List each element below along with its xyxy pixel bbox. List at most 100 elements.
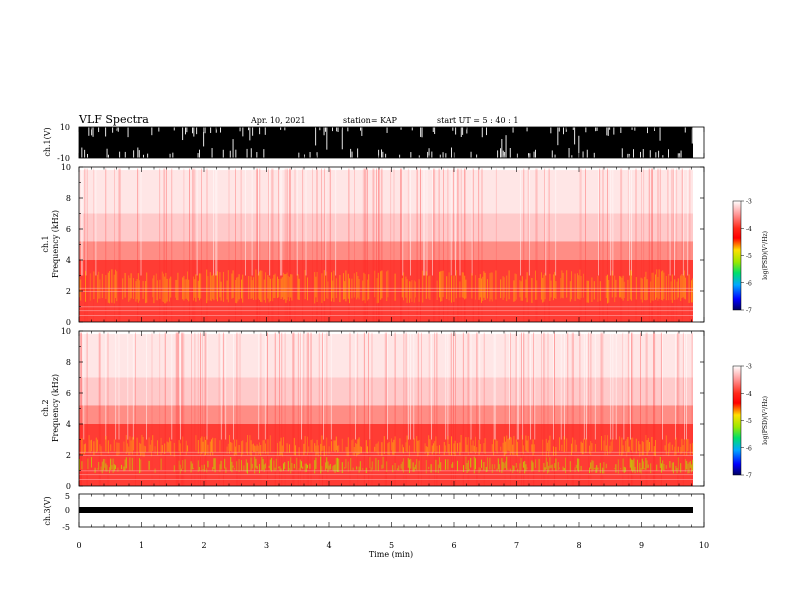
spectrogram-streak (401, 168, 403, 322)
spectrogram-energy (671, 462, 673, 472)
spectrogram-energy (295, 445, 296, 456)
spectrogram-energy (381, 270, 383, 299)
spectrogram-streak (367, 168, 368, 322)
spectrogram-energy (298, 468, 300, 470)
spectrogram-energy (549, 435, 551, 452)
spectrogram-streak (373, 168, 375, 322)
spectrogram-streak (316, 168, 318, 322)
spectrogram-streak (660, 332, 662, 486)
spectrogram-energy (326, 437, 328, 455)
spectrogram-energy (281, 445, 283, 457)
spectrogram-energy (284, 274, 286, 300)
waveform-gap (108, 154, 109, 158)
spectrogram-energy (599, 281, 601, 301)
spectrogram-energy (650, 281, 652, 303)
spectrogram-energy (85, 270, 86, 302)
spectrogram-streak (182, 332, 184, 486)
spectrogram-energy (429, 275, 431, 300)
spectrogram-energy (406, 435, 408, 453)
spectrogram-energy (526, 467, 528, 469)
spectrogram-energy (225, 467, 227, 473)
spectrogram-energy (307, 436, 308, 455)
spectrogram-energy (597, 467, 599, 470)
time-tick-label: 4 (326, 541, 331, 550)
spectrogram-energy (152, 278, 154, 298)
spectrogram-energy (387, 270, 389, 298)
spectrogram-energy (605, 463, 607, 469)
spectrogram-streak (293, 332, 295, 486)
spectrogram-energy (262, 459, 264, 470)
spectrogram-energy (101, 461, 103, 474)
spectrogram-streak (622, 332, 624, 486)
colorbar-tick-label: -5 (746, 253, 752, 260)
spectrogram-energy (538, 458, 540, 472)
spectrogram-energy (279, 441, 281, 456)
spectrogram-energy (675, 437, 677, 455)
waveform-gap (633, 149, 634, 158)
spectrogram-streak (632, 332, 634, 486)
spectrogram-energy (381, 464, 383, 470)
spectrogram-energy (523, 461, 524, 468)
spectrogram-energy (344, 281, 346, 300)
waveform-gap (512, 127, 514, 133)
spectrogram-streak (579, 168, 581, 322)
spectrogram-energy (307, 277, 308, 301)
spectrogram-energy (256, 466, 258, 469)
spectrogram-band (79, 334, 693, 378)
spectrogram-energy (206, 269, 208, 304)
ch1-waveform-panel: 10 -10 ch.1(V) (43, 123, 705, 163)
spectrogram-energy (579, 269, 581, 300)
spectrogram-streak (544, 168, 546, 322)
spectrogram-tone-line (79, 291, 693, 292)
spectrogram-energy (548, 440, 550, 457)
spectrogram-gap (305, 168, 307, 276)
spectrogram-energy (541, 272, 542, 300)
waveform-gap (106, 148, 108, 158)
spectrogram-energy (247, 462, 248, 474)
spectrogram-energy (493, 439, 494, 456)
spectrogram-gap (215, 168, 217, 276)
spectrogram-energy (451, 275, 452, 303)
spectrogram-energy (199, 273, 200, 301)
spectrogram-energy (280, 468, 282, 472)
spectrogram-energy (465, 456, 467, 470)
spectrogram-energy (549, 457, 551, 469)
spectrogram-streak (631, 332, 632, 486)
spectrogram-energy (95, 437, 97, 453)
spectrogram-energy (464, 275, 466, 300)
spectrogram-gap (301, 332, 302, 440)
spectrogram-energy (347, 273, 349, 299)
ch2-spec-ylabel-line1: ch.2 (41, 399, 50, 416)
spectrogram-energy (599, 462, 601, 474)
spectrogram-streak (478, 168, 480, 322)
spectrogram-energy (437, 464, 439, 473)
spectrogram-energy (589, 467, 590, 474)
spectrogram-energy (274, 467, 276, 472)
spectrogram-streak (455, 332, 456, 486)
colorbar-scale (732, 200, 742, 311)
spectrogram-tone-line (79, 451, 693, 453)
spectrogram-energy (401, 461, 403, 471)
spectrogram-energy (383, 436, 385, 454)
spectrogram-energy (506, 456, 508, 470)
spectrogram-energy (115, 465, 116, 470)
spectrogram-streak (362, 168, 364, 322)
spectrogram-energy (427, 446, 428, 457)
spectrogram-energy (656, 269, 658, 298)
waveform-gap (199, 149, 200, 158)
spectrogram-energy (410, 281, 412, 299)
spectrogram-tone-line (79, 287, 693, 289)
waveform-gap (655, 152, 657, 158)
spectrogram-energy (170, 441, 172, 456)
waveform-gap (98, 127, 100, 133)
spectrogram-energy (101, 273, 103, 299)
waveform-gap (138, 150, 140, 158)
spectrogram-energy (268, 276, 270, 303)
spectrogram-energy (583, 273, 584, 298)
spectrogram-energy (224, 458, 226, 469)
waveform-gap (586, 149, 588, 158)
spectrogram-energy (242, 440, 244, 455)
waveform-gap (607, 127, 609, 136)
spectrogram-ytick-label: 4 (66, 256, 71, 265)
waveform-gap (357, 148, 359, 158)
